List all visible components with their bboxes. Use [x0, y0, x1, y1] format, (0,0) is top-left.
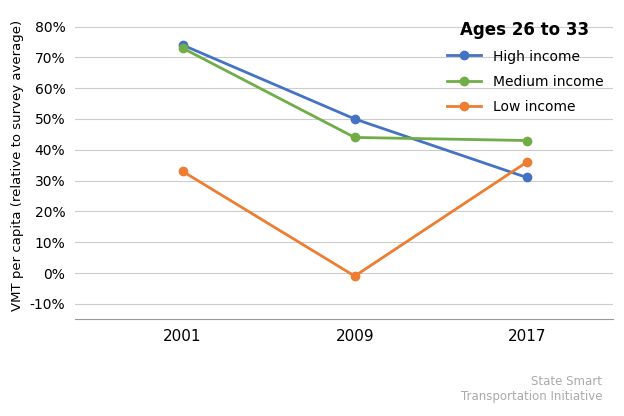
Low income — [351, 274, 358, 279]
Low income — [179, 169, 187, 174]
Line: Low income: Low income — [178, 158, 531, 280]
Text: State Smart
Transportation Initiative: State Smart Transportation Initiative — [461, 375, 602, 403]
Medium income — [523, 138, 530, 143]
Line: Medium income: Medium income — [178, 44, 531, 145]
Legend: High income, Medium income, Low income: High income, Medium income, Low income — [444, 18, 606, 117]
Y-axis label: VMT per capita (relative to survey average): VMT per capita (relative to survey avera… — [11, 20, 24, 311]
Low income — [523, 160, 530, 165]
High income — [351, 116, 358, 121]
Medium income — [179, 46, 187, 51]
Medium income — [351, 135, 358, 140]
High income — [523, 175, 530, 180]
Line: High income: High income — [178, 41, 531, 182]
High income — [179, 42, 187, 47]
